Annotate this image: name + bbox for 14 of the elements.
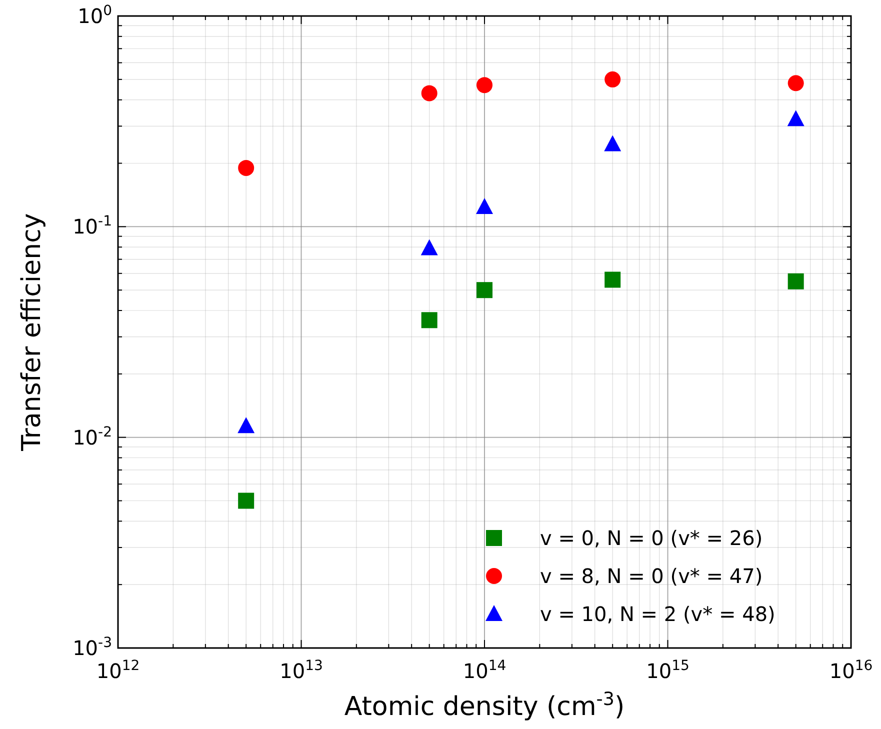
y-tick-label: 10$^{0}$ [78,3,112,28]
x-tick-label: 10$^{14}$ [462,658,506,683]
y-tick-label: 10$^{-2}$ [72,424,112,450]
y-tick-label: 10$^{-1}$ [72,214,112,239]
legend-label: v = 8, N = 0 (v* = 47) [540,564,763,588]
legend-label: v = 10, N = 2 (v* = 48) [540,602,776,626]
y-tick-label: 10$^{-3}$ [72,635,112,660]
y-axis-title: Transfer efficiency [17,213,47,452]
x-tick-label: 10$^{16}$ [829,658,873,683]
x-tick-label: 10$^{13}$ [280,658,323,683]
x-axis-title: Atomic density (cm$^{-3}$) [344,688,625,722]
x-tick-label: 10$^{15}$ [646,658,690,683]
legend-label: v = 0, N = 0 (v* = 26) [540,526,763,550]
x-tick-label: 10$^{12}$ [96,658,140,683]
